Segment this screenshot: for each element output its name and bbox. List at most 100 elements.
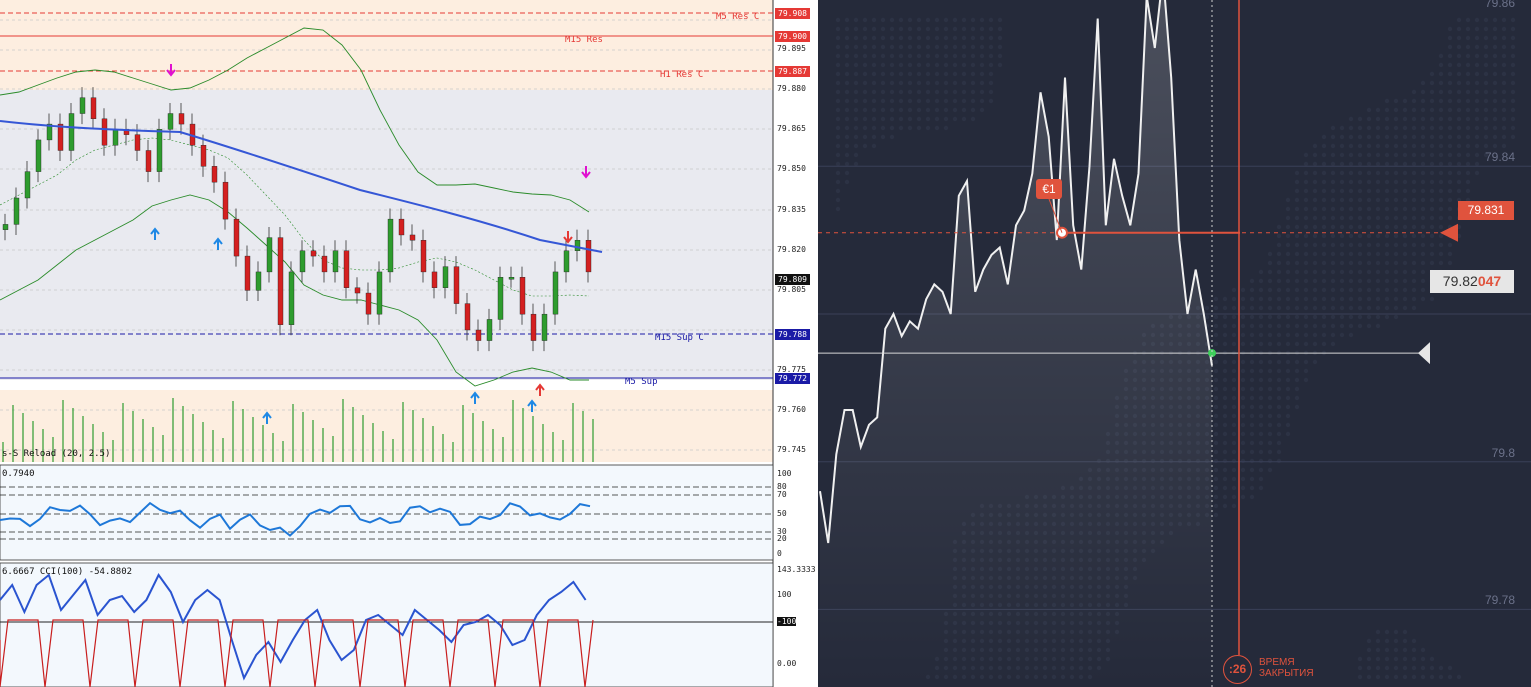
candle-body xyxy=(530,313,537,341)
map-dot xyxy=(862,17,868,23)
map-dot xyxy=(1501,26,1507,32)
map-dot xyxy=(1213,395,1219,401)
map-dot xyxy=(1438,242,1444,248)
map-dot xyxy=(1510,71,1516,77)
map-dot xyxy=(1213,422,1219,428)
map-dot xyxy=(835,26,841,32)
map-dot xyxy=(1294,179,1300,185)
map-dot xyxy=(1321,134,1327,140)
map-dot xyxy=(1240,422,1246,428)
map-dot xyxy=(1384,638,1390,644)
map-dot xyxy=(1402,188,1408,194)
map-dot xyxy=(880,26,886,32)
map-dot xyxy=(1276,377,1282,383)
map-dot xyxy=(1429,134,1435,140)
map-dot xyxy=(1420,107,1426,113)
map-dot xyxy=(1312,161,1318,167)
map-dot xyxy=(1357,251,1363,257)
map-dot xyxy=(1240,440,1246,446)
map-dot xyxy=(1222,503,1228,509)
map-dot xyxy=(1294,170,1300,176)
map-dot xyxy=(1375,161,1381,167)
map-dot xyxy=(1438,197,1444,203)
map-dot xyxy=(1429,188,1435,194)
map-dot xyxy=(1492,44,1498,50)
map-dot xyxy=(943,98,949,104)
map-dot xyxy=(1402,179,1408,185)
map-dot xyxy=(1258,440,1264,446)
map-dot xyxy=(1348,233,1354,239)
candle-body xyxy=(475,329,482,341)
map-dot xyxy=(952,62,958,68)
map-dot xyxy=(871,26,877,32)
map-dot xyxy=(844,17,850,23)
map-dot xyxy=(1231,395,1237,401)
map-dot xyxy=(1456,17,1462,23)
candle-body xyxy=(541,313,548,341)
map-dot xyxy=(1303,332,1309,338)
map-dot xyxy=(1366,143,1372,149)
map-dot xyxy=(1285,422,1291,428)
candle-body xyxy=(486,319,493,341)
map-dot xyxy=(835,107,841,113)
map-dot xyxy=(1330,170,1336,176)
map-dot xyxy=(1384,206,1390,212)
map-dot xyxy=(1339,179,1345,185)
map-dot xyxy=(1294,395,1300,401)
map-dot xyxy=(1366,305,1372,311)
map-dot xyxy=(1411,152,1417,158)
map-dot xyxy=(961,98,967,104)
map-dot xyxy=(1330,215,1336,221)
map-dot xyxy=(1276,323,1282,329)
map-dot xyxy=(889,35,895,41)
map-dot xyxy=(1366,665,1372,671)
map-dot xyxy=(853,89,859,95)
map-dot xyxy=(1222,449,1228,455)
map-dot xyxy=(1510,26,1516,32)
map-dot xyxy=(1375,152,1381,158)
map-dot xyxy=(961,89,967,95)
map-dot xyxy=(1492,17,1498,23)
map-dot xyxy=(1366,314,1372,320)
map-dot xyxy=(1321,206,1327,212)
map-dot xyxy=(835,152,841,158)
map-dot xyxy=(1393,629,1399,635)
map-dot xyxy=(1321,323,1327,329)
map-dot xyxy=(997,62,1003,68)
rsi-tick: 50 xyxy=(777,509,787,518)
map-dot xyxy=(1492,80,1498,86)
map-dot xyxy=(1240,359,1246,365)
map-dot xyxy=(1420,656,1426,662)
map-dot xyxy=(1312,278,1318,284)
map-dot xyxy=(1492,89,1498,95)
map-dot xyxy=(1330,287,1336,293)
map-dot xyxy=(1258,332,1264,338)
map-dot xyxy=(925,62,931,68)
map-dot xyxy=(1330,242,1336,248)
map-dot xyxy=(1294,386,1300,392)
map-dot xyxy=(1276,341,1282,347)
map-dot xyxy=(1429,233,1435,239)
map-dot xyxy=(1258,395,1264,401)
map-dot xyxy=(835,143,841,149)
map-dot xyxy=(970,71,976,77)
map-dot xyxy=(1285,305,1291,311)
map-dot xyxy=(1438,53,1444,59)
map-dot xyxy=(1285,296,1291,302)
map-dot xyxy=(1375,170,1381,176)
map-dot xyxy=(862,116,868,122)
map-dot xyxy=(1384,251,1390,257)
map-dot xyxy=(1348,287,1354,293)
map-dot xyxy=(1375,242,1381,248)
map-dot xyxy=(1465,143,1471,149)
map-dot xyxy=(862,125,868,131)
map-dot xyxy=(1303,368,1309,374)
level-price-box: 79.887 xyxy=(775,66,810,77)
rsi-tick: 100 xyxy=(777,469,792,478)
map-dot xyxy=(1276,332,1282,338)
bet-badge[interactable]: €1 xyxy=(1036,179,1062,199)
map-dot xyxy=(1411,206,1417,212)
map-dot xyxy=(1303,260,1309,266)
map-dot xyxy=(1447,44,1453,50)
map-dot xyxy=(1366,134,1372,140)
